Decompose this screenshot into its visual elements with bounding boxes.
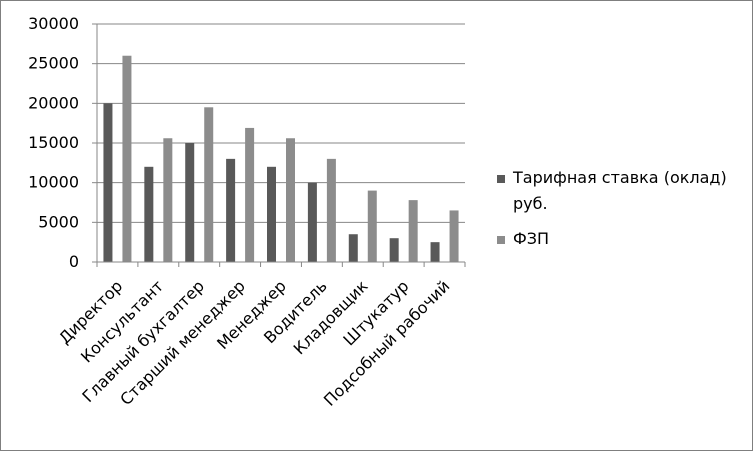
bar-series-2 bbox=[204, 107, 214, 262]
bar-series-2 bbox=[408, 200, 418, 262]
legend-swatch bbox=[497, 175, 505, 183]
legend-label: руб. bbox=[513, 194, 548, 213]
bar-series-1 bbox=[267, 166, 276, 262]
bar-series-2 bbox=[367, 190, 377, 262]
y-tick-label: 5000 bbox=[38, 212, 79, 231]
bar-series-1 bbox=[307, 182, 317, 262]
bar-series-2 bbox=[286, 138, 295, 262]
bar-series-1 bbox=[430, 242, 440, 262]
bar-series-2 bbox=[449, 210, 459, 262]
bar-series-2 bbox=[122, 55, 132, 262]
y-tick-label: 15000 bbox=[28, 133, 79, 152]
legend-label: Тарифная ставка (оклад) bbox=[512, 168, 727, 187]
y-tick-label: 30000 bbox=[28, 14, 79, 33]
bar-series-1 bbox=[389, 238, 399, 262]
bar-series-1 bbox=[226, 158, 236, 262]
bar-series-1 bbox=[144, 166, 154, 262]
y-tick-label: 10000 bbox=[28, 173, 79, 192]
y-tick-label: 25000 bbox=[28, 54, 79, 73]
bar-series-1 bbox=[103, 103, 113, 262]
legend-swatch bbox=[497, 236, 505, 244]
bar-series-2 bbox=[163, 138, 173, 262]
bar-series-1 bbox=[185, 143, 195, 262]
bar-series-2 bbox=[245, 127, 255, 262]
legend-label: ФЗП bbox=[513, 229, 549, 248]
y-tick-label: 20000 bbox=[28, 93, 79, 112]
y-tick-label: 0 bbox=[69, 252, 79, 271]
bar-series-1 bbox=[348, 234, 358, 262]
bar-series-2 bbox=[326, 158, 336, 262]
